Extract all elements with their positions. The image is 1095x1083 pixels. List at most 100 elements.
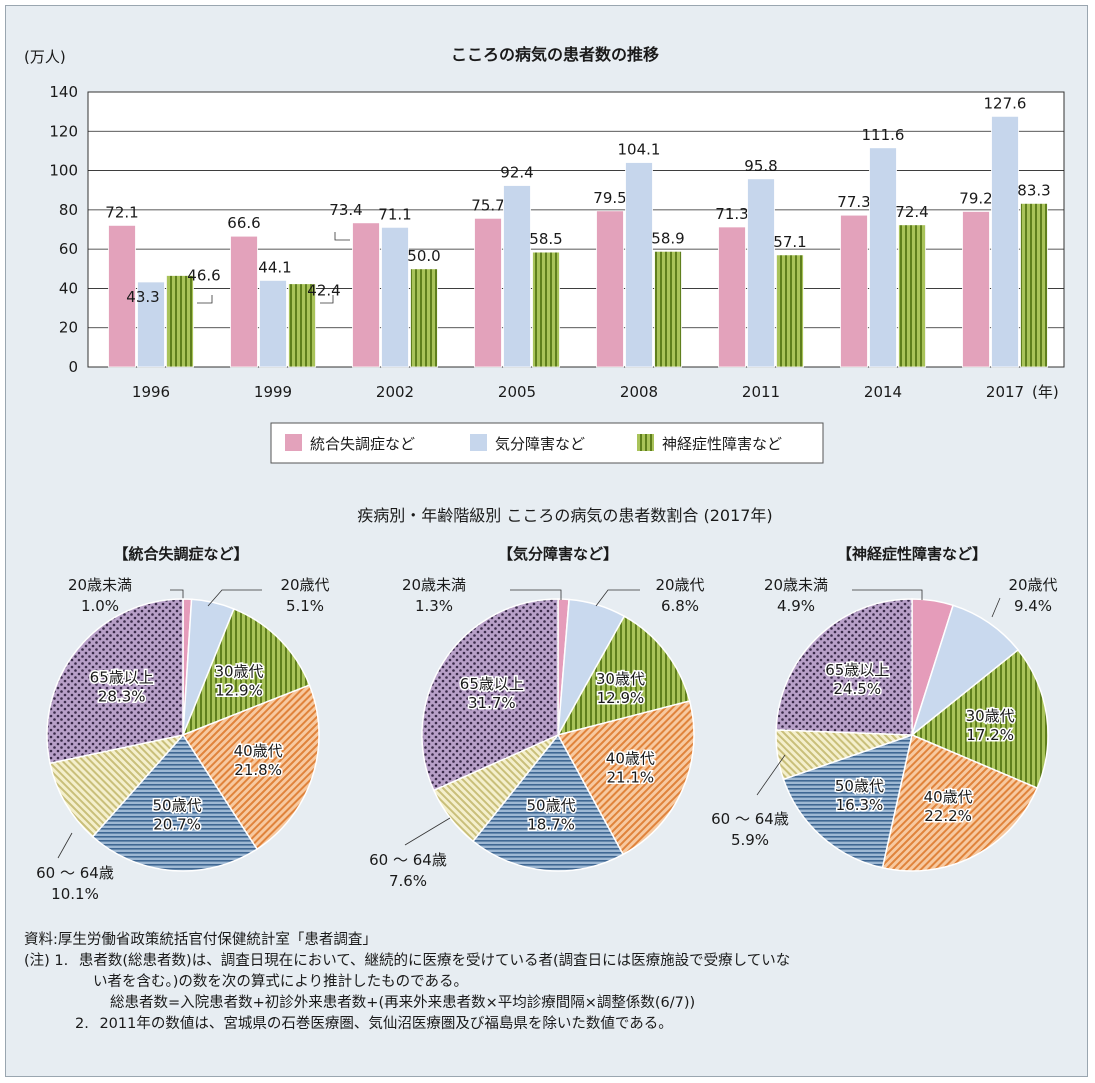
pie-slice-value: 5.1% — [286, 597, 324, 615]
bar-value-label: 46.6 — [187, 266, 220, 284]
pie-slice — [782, 733, 914, 869]
x-tick-label: 1996 — [132, 383, 170, 401]
pie-slice-value: 17.2% — [966, 726, 1014, 744]
pie-slice-value: 12.9% — [597, 689, 645, 707]
x-tick-label: 2017 — [986, 383, 1024, 401]
bar — [840, 214, 868, 368]
x-tick-label: 2002 — [376, 383, 414, 401]
pie-slice — [91, 733, 259, 872]
pie-leader-line — [207, 589, 262, 607]
bar-value-label: 42.4 — [307, 282, 340, 300]
bar — [381, 226, 409, 368]
pie-title: 【神経症性障害など】 — [837, 545, 987, 563]
leader-line — [320, 295, 334, 304]
legend-box — [270, 422, 824, 464]
bar — [962, 211, 990, 368]
pie-slice — [775, 598, 913, 736]
bar — [869, 147, 897, 368]
bar — [718, 226, 746, 368]
bar-value-label: 58.9 — [651, 229, 684, 247]
legend-label: 気分障害など — [495, 435, 585, 453]
pie-slice-value: 12.9% — [215, 681, 263, 699]
pie-leader-line — [595, 589, 640, 607]
leader-line — [197, 295, 213, 304]
pie-slice-value: 21.1% — [607, 768, 655, 786]
pie-slice-value: 21.8% — [234, 761, 282, 779]
y-tick-label: 140 — [49, 83, 78, 101]
pie-slice-label: 20歳未満 — [68, 576, 132, 594]
pie-slice-label: 65歳以上 — [460, 675, 524, 693]
bar-value-label: 127.6 — [984, 94, 1027, 112]
pie-slice-label: 60 〜 64歳 — [36, 864, 114, 882]
pie-leader-line — [57, 832, 73, 859]
bar-value-label: 73.4 — [329, 201, 362, 219]
bar-value-label: 83.3 — [1017, 181, 1050, 199]
pie-slice — [556, 615, 691, 737]
bar-value-label: 111.6 — [862, 126, 905, 144]
y-tick-label: 120 — [49, 122, 78, 140]
y-tick-label: 80 — [59, 201, 78, 219]
y-tick-label: 0 — [68, 358, 78, 376]
bar-value-label: 66.6 — [227, 214, 260, 232]
pie-slice-label: 20歳未満 — [764, 576, 828, 594]
bar — [625, 162, 653, 368]
pie-leader-line — [404, 817, 451, 846]
note-2: 2. 2011年の数値は、宮城県の石巻医療圏、気仙沼医療圏及び福島県を除いた数値… — [24, 1014, 1074, 1035]
bar — [991, 115, 1019, 368]
bar — [137, 281, 165, 368]
bar-value-label: 104.1 — [618, 141, 661, 159]
pie-slice-label: 50歳代 — [527, 797, 576, 815]
pie-slice-label: 40歳代 — [606, 749, 655, 767]
bar-value-label: 72.1 — [105, 203, 138, 221]
bar — [532, 251, 560, 368]
legend-swatch — [470, 434, 487, 451]
note-1-formula: 総患者数=入院患者数+初診外来患者数+(再来外来患者数×平均診療間隔×調整係数(… — [110, 995, 696, 1011]
bar-value-label: 92.4 — [500, 164, 533, 182]
pie-slice-label: 40歳代 — [924, 788, 973, 806]
pie-slice-label: 60 〜 64歳 — [711, 810, 789, 828]
pie-section-title: 疾病別・年齢階級別 こころの病気の患者数割合 (2017年) — [357, 506, 772, 525]
bar — [1020, 202, 1048, 368]
bar-value-label: 44.1 — [258, 258, 291, 276]
pie-slice-value: 24.5% — [833, 680, 881, 698]
note-2-prefix: 2. — [75, 1016, 89, 1032]
bar-value-label: 43.3 — [126, 288, 159, 306]
bar-value-label: 77.3 — [837, 193, 870, 211]
bar — [747, 178, 775, 368]
pie-slice-value: 9.4% — [1014, 597, 1052, 615]
legend-label: 神経症性障害など — [662, 435, 782, 453]
x-tick-label: 2005 — [498, 383, 536, 401]
bar-value-label: 71.3 — [715, 205, 748, 223]
pie-charts: 【統合失調症など】20歳未満1.0%20歳代5.1%30歳代12.9%40歳代2… — [36, 545, 1057, 903]
y-axis-unit: (万人) — [24, 48, 66, 66]
leader-line — [334, 232, 350, 241]
pie-leader-line — [852, 589, 923, 600]
pie-slice-label: 65歳以上 — [90, 668, 154, 686]
bar-value-label: 50.0 — [407, 247, 440, 265]
source-note: 資料:厚生労働省政策統括官付保健統計室「患者調査」 — [24, 932, 377, 948]
pie-slice — [881, 733, 1039, 872]
y-tick-label: 100 — [49, 162, 78, 180]
pie-leader-line — [756, 754, 786, 796]
pie-slice — [421, 598, 559, 792]
legend: 統合失調症など 気分障害など 神経症性障害など — [285, 434, 782, 453]
x-tick-label: 1999 — [254, 383, 292, 401]
pie-slice — [471, 733, 625, 872]
note-1: (注) 1. 患者数(総患者数)は、調査日現在において、継続的に医療を受けている… — [24, 951, 1074, 972]
bar — [654, 250, 682, 368]
bar — [352, 222, 380, 368]
pie-slice-value: 4.9% — [777, 597, 815, 615]
pie-slice-value: 1.0% — [81, 597, 119, 615]
pie-slice-label: 30歳代 — [966, 707, 1015, 725]
pie-slice-label: 20歳代 — [280, 576, 329, 594]
bar-value-label: 95.8 — [744, 157, 777, 175]
note-2-text: 2011年の数値は、宮城県の石巻医療圏、気仙沼医療圏及び福島県を除いた数値である… — [99, 1016, 673, 1032]
pie-leader-line — [510, 589, 562, 600]
pie-slice-value: 20.7% — [153, 816, 201, 834]
pie-slice-value: 18.7% — [527, 816, 575, 834]
pie-slice — [910, 604, 1020, 738]
pie-slice-label: 60 〜 64歳 — [369, 851, 447, 869]
pie-slice-value: 22.2% — [924, 807, 972, 825]
pie-slice-value: 16.3% — [836, 796, 884, 814]
bar — [166, 275, 194, 368]
